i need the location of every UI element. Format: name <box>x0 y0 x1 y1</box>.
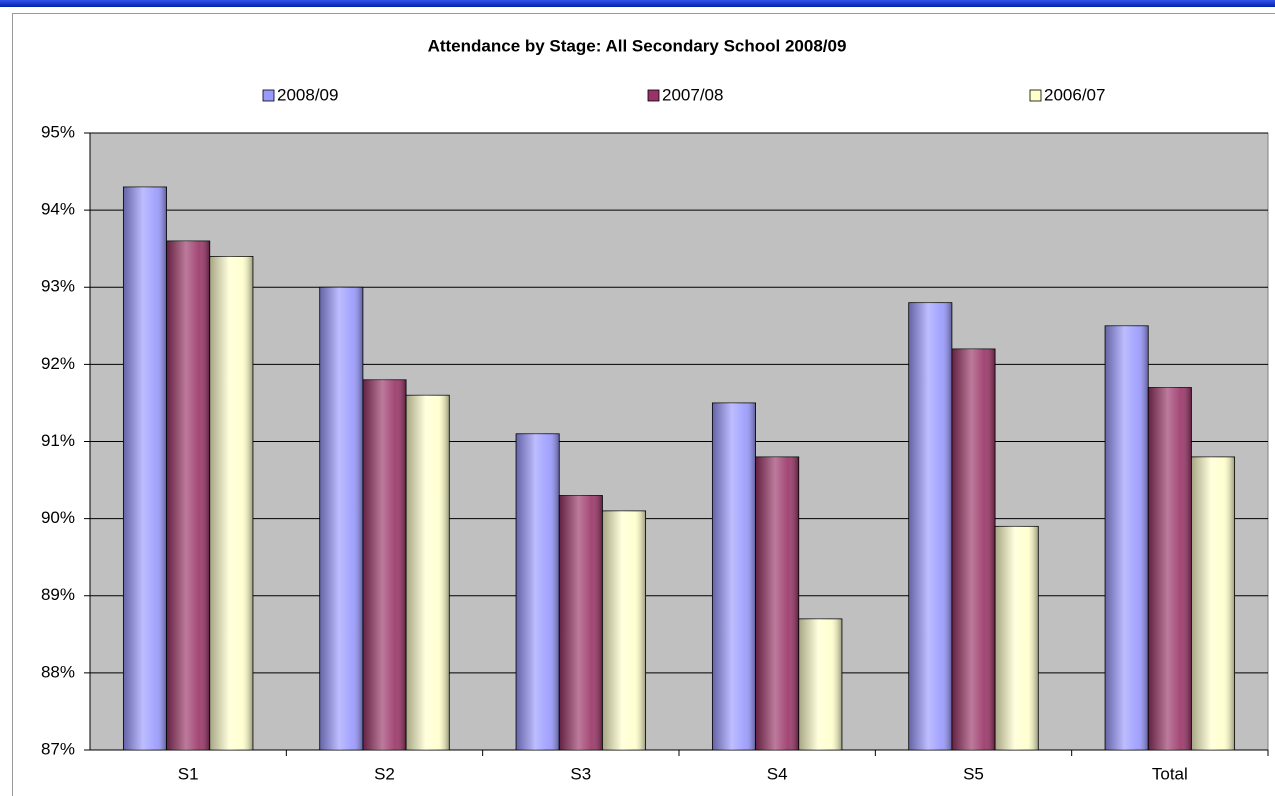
chart-title: Attendance by Stage: All Secondary Schoo… <box>428 36 847 55</box>
y-tick-label: 87% <box>41 739 75 758</box>
legend-label: 2006/07 <box>1044 85 1105 104</box>
bar-shading <box>1148 387 1192 750</box>
y-tick-label: 94% <box>41 200 75 219</box>
y-tick-label: 95% <box>41 122 75 141</box>
bar-shading <box>362 379 407 750</box>
bar-shading <box>1191 456 1235 750</box>
bar-shading <box>166 240 210 750</box>
legend-swatch <box>1029 89 1042 102</box>
bar-shading <box>995 526 1039 750</box>
x-tick-label: S2 <box>374 764 395 783</box>
bar-shading <box>755 456 799 750</box>
y-tick-label: 93% <box>41 277 75 296</box>
bar-shading <box>712 402 756 750</box>
legend-label: 2008/09 <box>277 85 338 104</box>
y-tick-label: 88% <box>41 662 75 681</box>
x-tick-label: Total <box>1152 764 1188 783</box>
x-tick-label: S4 <box>767 764 788 783</box>
bar-shading <box>951 348 996 750</box>
legend-swatch <box>647 89 660 102</box>
bar-shading <box>406 395 450 750</box>
bar-shading <box>209 256 253 750</box>
y-tick-label: 89% <box>41 585 75 604</box>
bar-shading <box>516 433 560 750</box>
legend-swatch <box>262 89 275 102</box>
x-tick-label: S3 <box>570 764 591 783</box>
y-tick-label: 90% <box>41 508 75 527</box>
bar-shading <box>123 186 167 751</box>
bar-shading <box>908 302 952 750</box>
bar-shading <box>798 618 842 750</box>
y-tick-label: 92% <box>41 354 75 373</box>
bar-shading <box>319 287 363 750</box>
bar-shading <box>1105 325 1149 750</box>
bar-shading <box>602 510 646 750</box>
legend-label: 2007/08 <box>662 85 723 104</box>
x-tick-label: S5 <box>963 764 984 783</box>
x-tick-label: S1 <box>178 764 199 783</box>
y-tick-label: 91% <box>41 431 75 450</box>
top-band <box>0 0 1275 7</box>
bar-shading <box>559 495 603 750</box>
